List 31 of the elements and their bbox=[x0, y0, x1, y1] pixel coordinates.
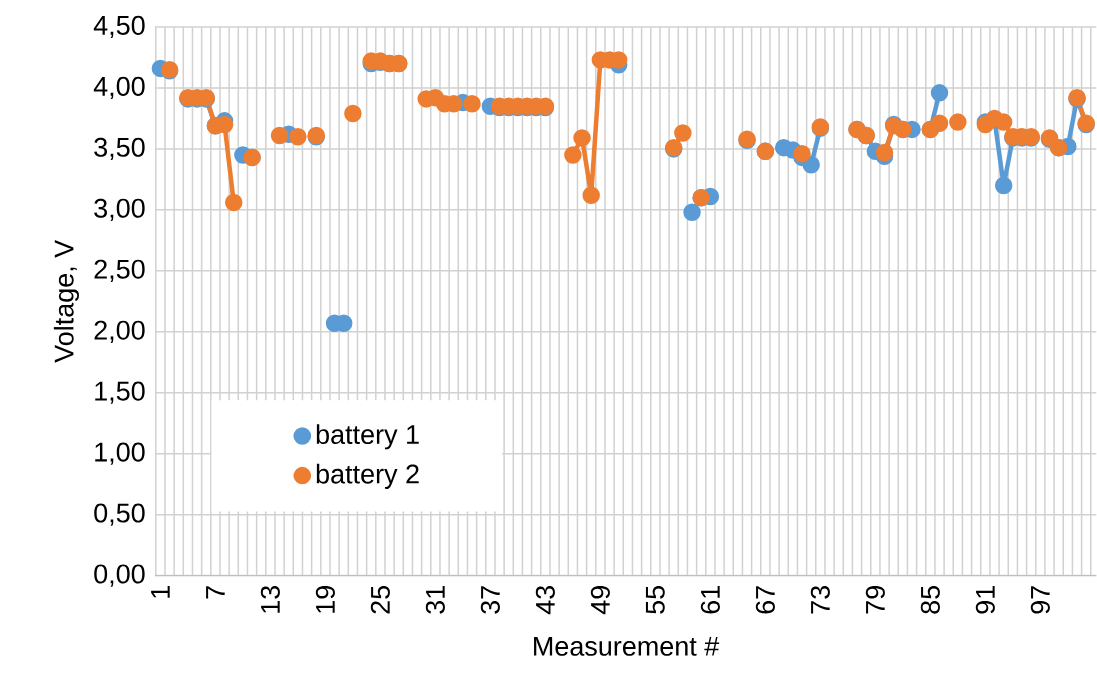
y-tick-label: 2,00 bbox=[94, 320, 145, 344]
x-tick-label: 31 bbox=[425, 586, 445, 615]
y-tick-label: 3,00 bbox=[94, 198, 145, 222]
x-tick-label: 7 bbox=[206, 586, 225, 599]
y-tick-label: 4,00 bbox=[93, 77, 145, 100]
y-axis-title: Voltage, V bbox=[53, 240, 79, 363]
x-tick-label: 73 bbox=[810, 586, 830, 614]
y-tick-label: 3,50 bbox=[94, 137, 145, 161]
legend-label: battery 1 bbox=[316, 424, 419, 450]
x-tick-label: 79 bbox=[865, 586, 885, 614]
y-tick-label: 2,50 bbox=[94, 259, 145, 283]
x-tick-label: 61 bbox=[700, 586, 720, 614]
x-tick-label: 55 bbox=[645, 586, 665, 614]
x-tick-label: 1 bbox=[151, 586, 170, 598]
x-tick-label: 97 bbox=[1030, 586, 1050, 614]
x-tick-label: 13 bbox=[260, 586, 280, 613]
x-tick-label: 85 bbox=[920, 586, 940, 614]
x-tick-label: 25 bbox=[370, 586, 390, 614]
legend-label: battery 2 bbox=[316, 464, 419, 490]
x-tick-label: 37 bbox=[480, 586, 500, 615]
x-tick-label: 19 bbox=[315, 586, 335, 613]
y-tick-label: 1,50 bbox=[95, 381, 145, 405]
y-tick-label: 0,00 bbox=[94, 564, 145, 587]
x-tick-label: 67 bbox=[755, 586, 775, 614]
y-tick-label: 4,50 bbox=[93, 16, 145, 39]
y-tick-label: 0,50 bbox=[94, 503, 145, 527]
y-tick-label: 1,00 bbox=[95, 442, 145, 466]
x-tick-label: 43 bbox=[535, 586, 555, 615]
x-tick-label: 49 bbox=[590, 586, 610, 615]
x-tick-label: 91 bbox=[975, 586, 995, 614]
x-axis-title: Measurement # bbox=[534, 637, 720, 657]
